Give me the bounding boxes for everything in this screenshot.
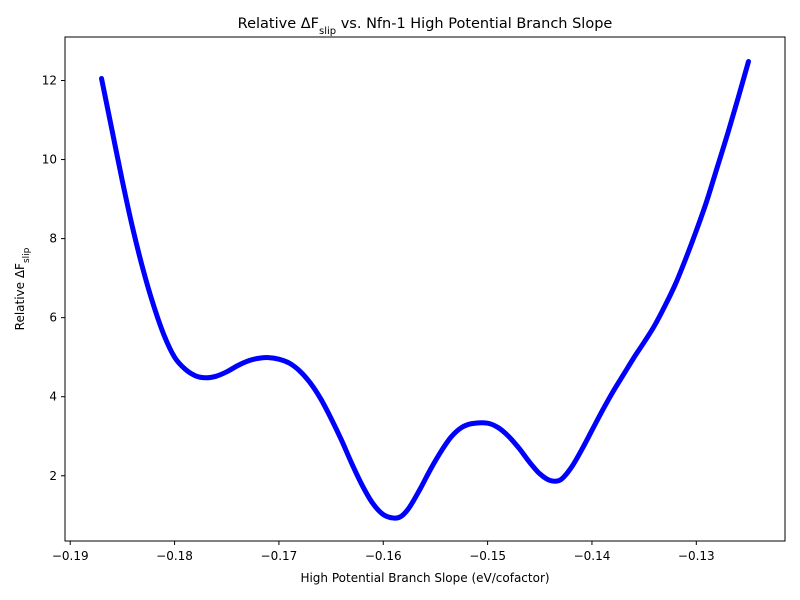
- y-tick-label: 12: [42, 73, 57, 87]
- y-tick-label: 6: [49, 311, 57, 325]
- y-axis-label-prefix: Relative ΔF: [13, 263, 27, 330]
- x-axis-ticks: −0.19 −0.18 −0.17 −0.16 −0.15 −0.14 −0.13: [52, 541, 715, 563]
- x-tick-label: −0.15: [469, 549, 506, 563]
- plot-area: [99, 59, 751, 521]
- x-tick-label: −0.18: [156, 549, 193, 563]
- x-tick-label: −0.16: [365, 549, 402, 563]
- chart-title-suffix: vs. Nfn-1 High Potential Branch Slope: [336, 16, 612, 32]
- y-axis-label: Relative ΔFslip: [13, 247, 32, 330]
- y-tick-label: 4: [49, 390, 57, 404]
- x-axis-label: High Potential Branch Slope (eV/cofactor…: [300, 571, 549, 585]
- chart-title-subscript: slip: [319, 26, 336, 37]
- y-tick-label: 8: [49, 232, 57, 246]
- y-tick-label: 2: [49, 469, 57, 483]
- x-tick-label: −0.14: [574, 549, 611, 563]
- x-tick-label: −0.17: [261, 549, 298, 563]
- y-axis-label-subscript: slip: [22, 247, 32, 263]
- y-axis-ticks: 2 4 6 8 10 12: [42, 73, 65, 483]
- x-tick-label: −0.13: [678, 549, 715, 563]
- series-line: [99, 59, 751, 521]
- x-tick-label: −0.19: [52, 549, 89, 563]
- chart-title-prefix: Relative ΔF: [238, 16, 319, 32]
- axes-frame: [64, 36, 786, 542]
- y-tick-label: 10: [42, 153, 57, 167]
- chart-title: Relative ΔFslip vs. Nfn-1 High Potential…: [238, 16, 613, 37]
